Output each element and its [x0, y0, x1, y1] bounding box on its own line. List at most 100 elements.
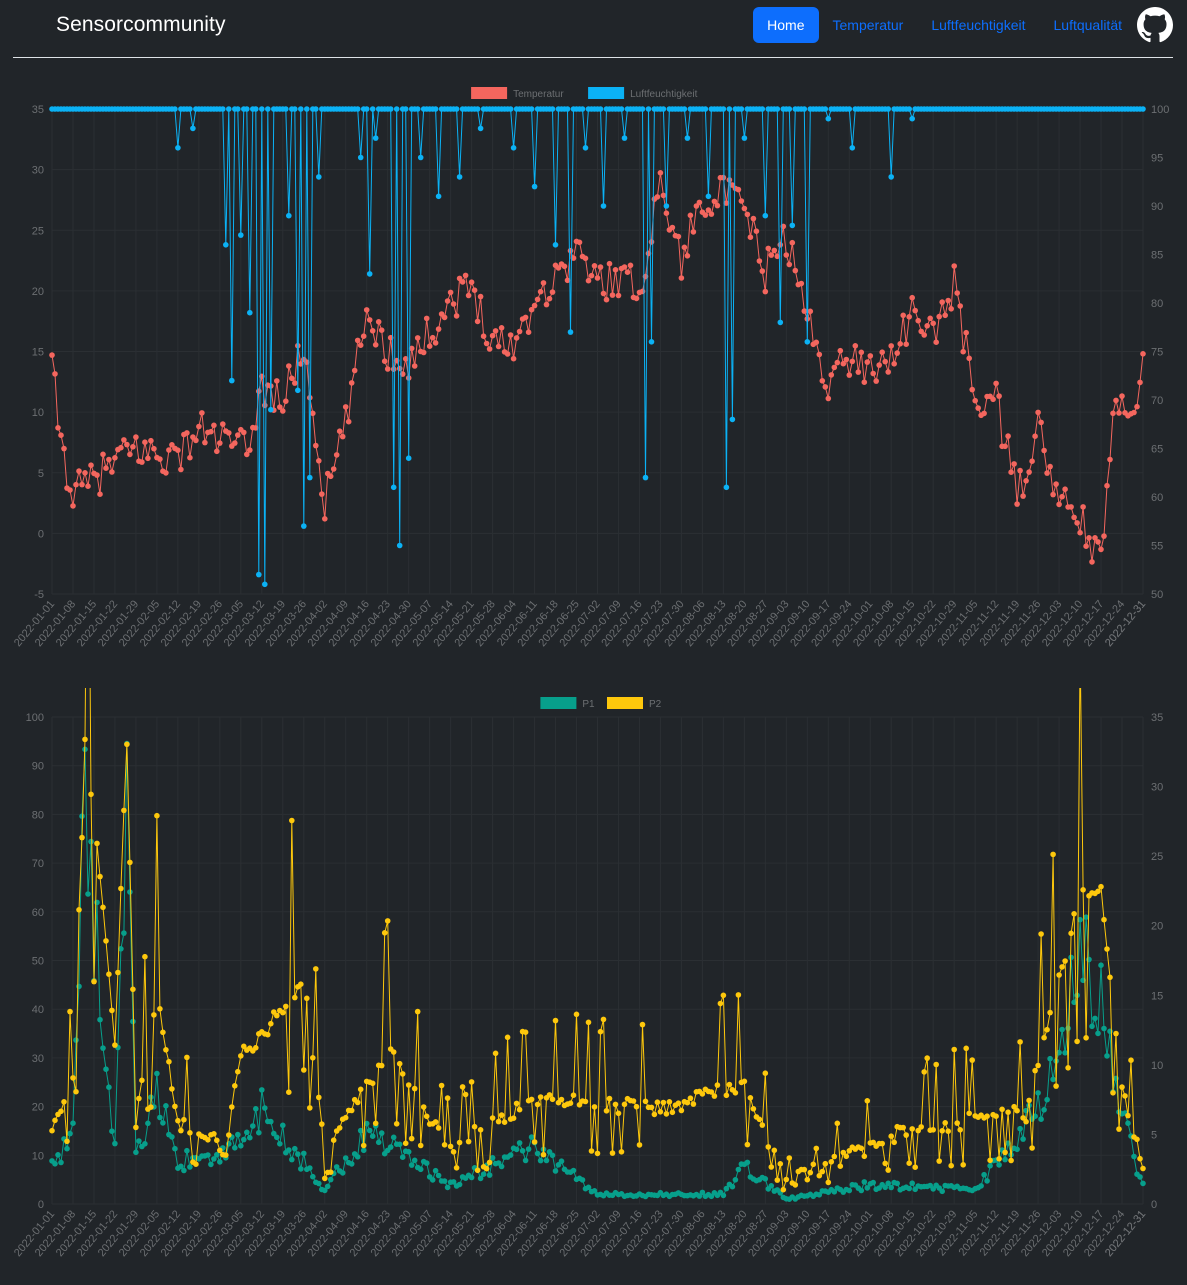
- p1-point: [906, 1185, 912, 1192]
- p2-point: [912, 1164, 918, 1170]
- p2-point: [148, 1104, 154, 1110]
- temperatur-point: [396, 365, 403, 372]
- luftfeuchtigkeit-point: [507, 106, 514, 112]
- luftfeuchtigkeit-point: [286, 212, 292, 219]
- nav-link-temperatur[interactable]: Temperatur: [832, 17, 904, 33]
- nav-link-home[interactable]: Home: [753, 7, 819, 43]
- brand-title[interactable]: Sensorcommunity: [56, 13, 226, 36]
- temperatur-point: [690, 229, 697, 235]
- p2-point: [825, 1179, 832, 1186]
- temperatur-point: [286, 363, 292, 369]
- p2-point: [906, 1160, 912, 1166]
- p2-point: [987, 1157, 993, 1164]
- p2-point: [900, 1124, 906, 1131]
- p2-point: [354, 1099, 361, 1106]
- p2-point: [954, 1120, 960, 1126]
- temperatur-point: [594, 275, 601, 281]
- luftfeuchtigkeit-point: [366, 271, 373, 277]
- p2-point: [822, 1160, 829, 1167]
- p2-point: [1125, 1112, 1131, 1119]
- p2-point: [154, 812, 160, 819]
- p2-point: [253, 1045, 259, 1051]
- y-left-tick-label: 100: [26, 712, 44, 724]
- p2-point: [792, 1182, 799, 1188]
- temperatur-point: [585, 277, 592, 284]
- p2-point: [163, 1047, 169, 1053]
- p2-point: [411, 1085, 418, 1092]
- luftfeuchtigkeit-point: [229, 377, 235, 384]
- temperatur-point: [414, 335, 421, 341]
- luftfeuchtigkeit-point: [226, 106, 232, 112]
- p1-point: [163, 1103, 169, 1109]
- temperatur-point: [534, 296, 541, 303]
- p2-point: [1110, 1090, 1116, 1096]
- p2-point: [342, 1114, 349, 1121]
- temperatur-point: [786, 261, 793, 268]
- luftfeuchtigkeit-point: [187, 106, 193, 112]
- temperatur-point: [726, 177, 733, 183]
- temperatur-point: [588, 272, 595, 279]
- temperatur-point: [537, 288, 544, 295]
- p2-point: [73, 1088, 79, 1095]
- p1-point: [277, 1141, 283, 1147]
- p1-point: [489, 1155, 496, 1161]
- p1-point: [79, 813, 85, 819]
- p1-point: [295, 1151, 301, 1157]
- p2-point: [1137, 1155, 1143, 1162]
- p2-point: [393, 1121, 400, 1127]
- p2-point: [678, 1107, 685, 1114]
- temperatur-point: [975, 405, 981, 411]
- p2-point: [879, 1140, 885, 1147]
- temperatur-point: [906, 314, 912, 320]
- nav-link-luftqualitaet[interactable]: Luftqualität: [1053, 17, 1123, 33]
- temperatur-point: [507, 332, 514, 338]
- temperatur-point: [244, 451, 250, 458]
- temperatur-point: [927, 315, 933, 322]
- temperatur-point: [840, 360, 847, 367]
- temperatur-point: [175, 447, 181, 454]
- temperatur-point: [354, 337, 361, 344]
- p2-point: [193, 1161, 199, 1167]
- p2-point: [1053, 1083, 1059, 1089]
- p2-point: [762, 1070, 769, 1076]
- p2-point: [1032, 1067, 1038, 1074]
- temperatur-point: [97, 491, 103, 498]
- p1-point: [480, 1171, 487, 1177]
- p2-point: [103, 938, 109, 944]
- nav-link-luftfeuchtigkeit[interactable]: Luftfeuchtigkeit: [931, 17, 1026, 33]
- p2-point: [534, 1101, 541, 1108]
- temperatur-point: [1038, 419, 1044, 426]
- luftfeuchtigkeit-point: [705, 193, 712, 200]
- p2-point: [531, 1139, 538, 1145]
- p2-point: [280, 1009, 286, 1016]
- p1-point: [732, 1177, 739, 1183]
- temperatur-point: [94, 472, 100, 478]
- p1-point: [58, 1159, 64, 1166]
- p1-point: [235, 1131, 241, 1138]
- temperatur-point: [801, 308, 808, 314]
- p2-point: [495, 1118, 502, 1125]
- p1-point: [136, 1138, 142, 1144]
- p2-point: [178, 1127, 184, 1134]
- temperatur-point: [100, 451, 106, 458]
- p2-point: [858, 1145, 865, 1152]
- temperatur-point: [624, 269, 631, 275]
- p1-point: [52, 1161, 58, 1167]
- p1-point: [211, 1156, 217, 1162]
- legend-label: P1: [582, 699, 595, 710]
- github-icon[interactable]: [1137, 7, 1173, 43]
- temperatur-point: [390, 366, 397, 373]
- temperatur-point: [879, 349, 885, 356]
- p1-point: [205, 1152, 211, 1158]
- p2-point: [819, 1168, 826, 1175]
- p2-point: [142, 953, 148, 960]
- temperatur-point: [70, 503, 76, 509]
- temperatur-point: [495, 343, 502, 350]
- temperatur-point: [121, 437, 127, 443]
- p1-point: [1017, 1125, 1023, 1132]
- p2-point: [432, 1119, 439, 1125]
- p1-point: [157, 1114, 163, 1121]
- temperatur-point: [435, 326, 442, 332]
- temperatur-point: [774, 253, 781, 260]
- temperatur-point: [432, 340, 439, 346]
